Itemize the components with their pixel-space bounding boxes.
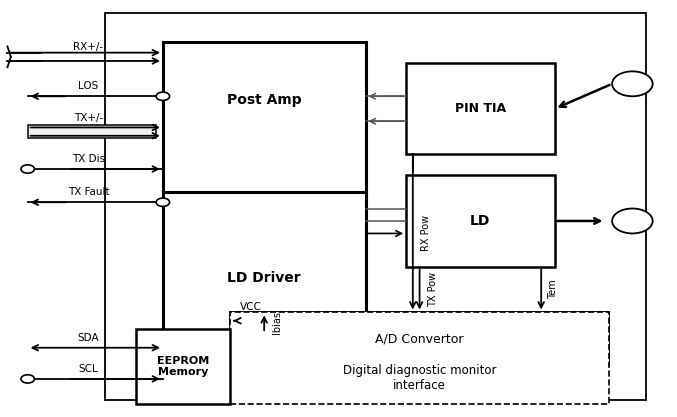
Text: Ibias: Ibias [272, 311, 282, 334]
Circle shape [612, 208, 653, 234]
Bar [136, 329, 230, 404]
Text: SDA: SDA [78, 333, 100, 343]
Text: EEPROM
Memory: EEPROM Memory [157, 356, 209, 377]
Text: RX Pow: RX Pow [421, 215, 431, 251]
Text: Post Amp: Post Amp [227, 93, 301, 107]
Text: LD: LD [471, 214, 491, 228]
Bar [230, 312, 609, 404]
Circle shape [21, 165, 35, 173]
Text: LD Driver: LD Driver [227, 271, 301, 285]
Bar [28, 125, 156, 138]
Bar [406, 63, 554, 154]
Text: TX Dis: TX Dis [72, 154, 105, 164]
Text: RX+/-: RX+/- [74, 42, 104, 52]
Text: VCC: VCC [240, 302, 261, 312]
Text: TX Fault: TX Fault [68, 187, 110, 197]
Text: LOS: LOS [79, 81, 99, 91]
Text: Tem: Tem [548, 280, 558, 299]
Circle shape [156, 198, 170, 206]
Circle shape [156, 92, 170, 100]
Text: TX+/-: TX+/- [74, 113, 103, 123]
Bar [106, 13, 646, 399]
Bar [406, 175, 554, 267]
Text: TX Pow: TX Pow [428, 272, 438, 307]
Text: SCL: SCL [79, 364, 98, 374]
Bar [163, 42, 366, 333]
Text: PIN TIA: PIN TIA [455, 102, 506, 115]
Circle shape [21, 375, 35, 383]
Text: Digital diagnostic monitor
interface: Digital diagnostic monitor interface [343, 364, 496, 392]
Circle shape [612, 71, 653, 96]
Text: A/D Convertor: A/D Convertor [375, 333, 464, 346]
Bar [230, 312, 609, 367]
